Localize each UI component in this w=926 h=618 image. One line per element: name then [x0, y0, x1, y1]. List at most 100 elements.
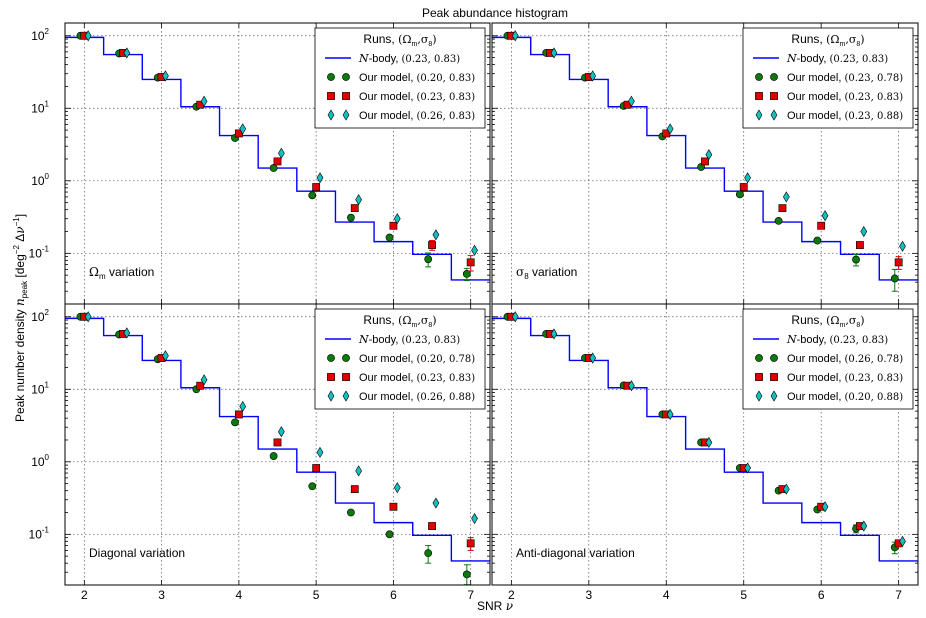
data-point [705, 148, 713, 161]
axis-ticks [492, 23, 918, 304]
legend-marker [342, 92, 350, 100]
plot-frame [491, 303, 919, 586]
data-point [466, 258, 475, 267]
legend-nbody-label: N-body, (0.23, 0.83) [786, 333, 888, 346]
data-point [860, 225, 868, 238]
y-tick-label: 100 [31, 172, 49, 188]
legend-series-label: Our model, (0.26, 0.88) [359, 391, 475, 403]
legend-title: Runs, (Ωm,σ8) [791, 313, 864, 329]
data-point [347, 213, 355, 222]
data-point [84, 30, 92, 42]
data-point [894, 258, 903, 267]
data-point [273, 157, 282, 166]
x-tick-label: 2 [81, 588, 88, 602]
data-point [628, 380, 635, 392]
legend-marker [342, 73, 350, 81]
legend-title: Runs, (Ωm,σ8) [363, 32, 436, 48]
legend-marker [770, 354, 778, 362]
legend-title: Runs, (Ωm,σ8) [363, 313, 436, 329]
data-point [744, 172, 751, 184]
data-point [385, 530, 394, 539]
legend-series-label: Our model, (0.23, 0.83) [787, 91, 903, 103]
data-point [278, 147, 285, 159]
panels-group: 102 101 100 10-1 Ωm variation Runs, (Ωm,σ8) N-… [29, 22, 919, 602]
data-point [778, 204, 787, 213]
legend-series-label: Our model, (0.23, 0.83) [359, 372, 475, 384]
data-point [852, 255, 860, 264]
data-point [550, 47, 558, 59]
nbody-step-line [492, 317, 918, 562]
data-point [200, 374, 208, 386]
data-point [813, 236, 822, 245]
legend-marker [755, 109, 763, 121]
data-point [424, 549, 433, 558]
x-tick-label: 2 [508, 588, 515, 602]
y-tick-label: 10-1 [29, 244, 50, 260]
data-point [860, 520, 868, 532]
x-tick-label: 7 [895, 588, 902, 602]
data-point [462, 570, 471, 579]
chart-title: Peak abundance histogram [422, 6, 568, 20]
nbody-step-line [492, 36, 918, 281]
legend-marker [770, 92, 778, 100]
panel-1: 102 101 100 10-1 Ωm variation Runs, (Ωm,σ8) N-… [29, 22, 491, 305]
data-point [428, 241, 436, 249]
series-red [80, 31, 475, 272]
data-point [350, 204, 359, 213]
data-point [239, 123, 247, 135]
legend-series-label: Our model, (0.23, 0.78) [787, 72, 903, 84]
legend-series-label: Our model, (0.23, 0.88) [787, 110, 903, 122]
x-tick-label: 7 [467, 588, 474, 602]
x-tick-label: 6 [390, 588, 397, 602]
legend-series-label: Our model, (0.20, 0.88) [787, 391, 903, 403]
y-tick-label: 102 [31, 308, 49, 324]
data-point [393, 482, 401, 494]
legend-series-label: Our model, (0.26, 0.83) [359, 110, 475, 122]
legend-nbody-label: N-body, (0.23, 0.83) [786, 52, 888, 65]
x-tick-label: 4 [663, 588, 670, 602]
data-point [200, 95, 208, 107]
data-point [890, 274, 899, 283]
data-point [821, 501, 829, 513]
data-point [471, 512, 478, 525]
legend-marker [342, 373, 350, 381]
data-point [428, 522, 436, 530]
legend-marker [770, 109, 778, 121]
data-point [666, 123, 674, 135]
legend-marker [755, 354, 763, 362]
grid-lines [65, 304, 490, 585]
series-red [507, 31, 903, 270]
data-point [162, 70, 169, 82]
data-point [231, 418, 239, 427]
data-point [666, 408, 674, 421]
legend-marker [755, 92, 763, 100]
data-point [705, 436, 713, 449]
data-point [269, 452, 278, 460]
series-cyan [84, 30, 478, 256]
legend-marker [770, 373, 778, 381]
grid-lines [492, 23, 918, 304]
data-point [701, 157, 709, 166]
y-tick-label: 102 [31, 27, 49, 43]
data-point [355, 194, 362, 206]
x-axis-label: SNR ν [477, 599, 513, 613]
data-point [462, 270, 471, 278]
panel-annotation: Diagonal variation [89, 546, 185, 560]
legend-series-label: Our model, (0.23, 0.83) [359, 91, 475, 103]
panel-annotation: Ωm variation [89, 265, 154, 281]
data-point [355, 465, 362, 477]
data-point [347, 508, 355, 517]
legend-marker [327, 73, 335, 81]
y-tick-label: 10-1 [29, 525, 50, 541]
legend-marker [327, 109, 335, 121]
data-point [744, 462, 751, 474]
plot-frame [64, 303, 491, 586]
axis-ticks: 102 101 100 10-1 [29, 23, 490, 304]
data-point [856, 241, 864, 249]
x-tick-label: 5 [313, 588, 320, 602]
data-point [273, 438, 282, 447]
legend-marker [327, 390, 335, 402]
legend-marker [327, 92, 335, 100]
x-tick-label: 3 [585, 588, 592, 602]
y-tick-label: 101 [31, 380, 49, 396]
